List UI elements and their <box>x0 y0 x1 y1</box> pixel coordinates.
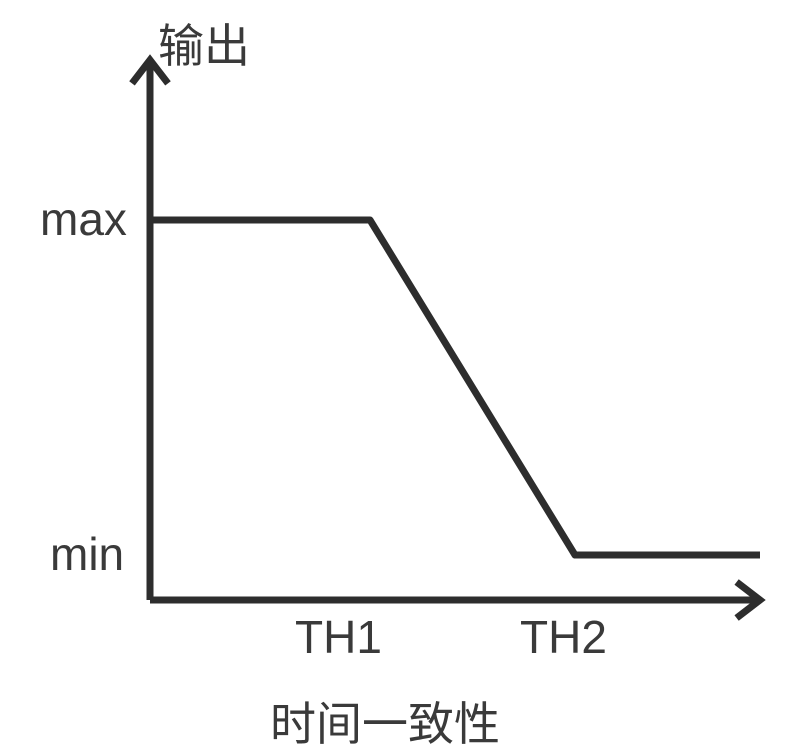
y-tick-max: max <box>40 192 127 246</box>
x-axis-title: 时间一致性 <box>270 688 500 754</box>
y-axis <box>132 60 168 600</box>
x-tick-th2: TH2 <box>520 610 607 664</box>
y-axis-title: 输出 <box>158 10 250 76</box>
chart-svg <box>0 0 800 752</box>
data-line <box>150 220 760 555</box>
y-tick-min: min <box>50 527 124 581</box>
x-tick-th1: TH1 <box>295 610 382 664</box>
x-axis <box>150 582 760 618</box>
chart-container: 输出 时间一致性 max min TH1 TH2 <box>0 0 800 752</box>
